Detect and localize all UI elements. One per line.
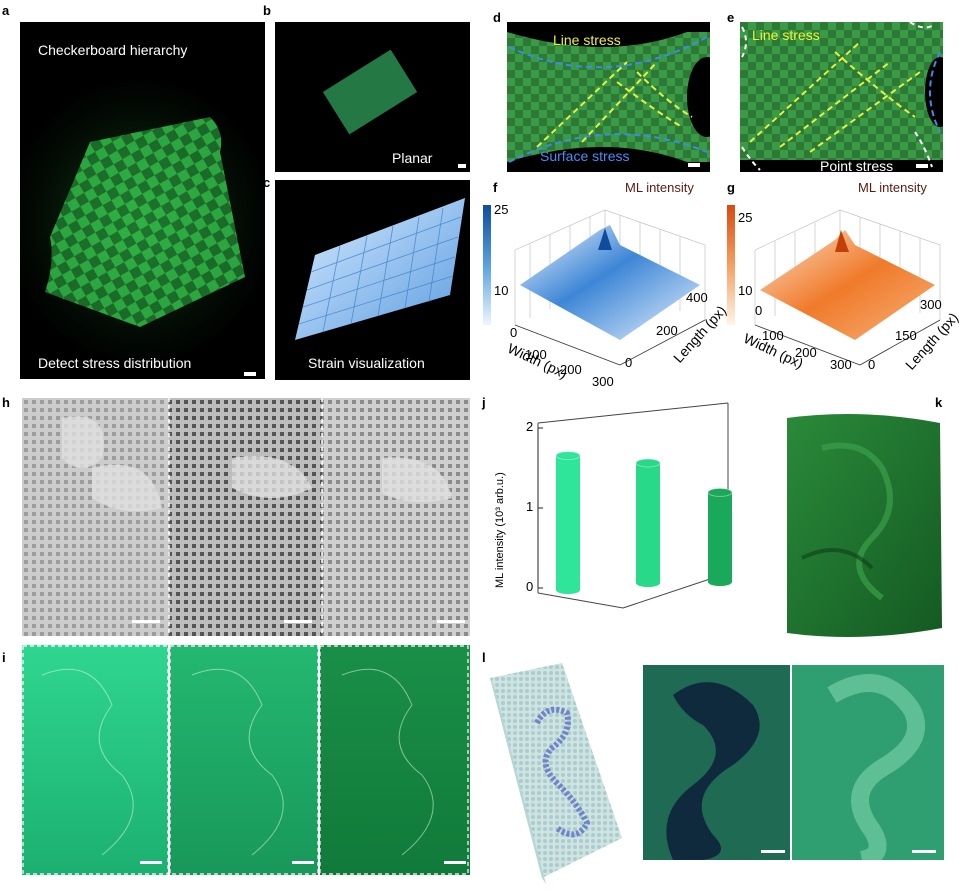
panel-g-colorbar [727, 205, 735, 325]
panel-l-3d-model [490, 663, 622, 884]
panel-l-label: l [482, 650, 486, 665]
panel-k-label: k [935, 395, 943, 410]
panel-g-y-tick-2: 300 [920, 297, 942, 312]
panel-j-chart: 0 1 2 ML intensity (10³ arb.u.) [494, 402, 733, 609]
panel-j-y-axis-label: ML intensity (10³ arb.u.) [494, 472, 506, 588]
panel-e-stress-map [740, 22, 943, 172]
panel-j-bar-2 [635, 458, 661, 587]
panel-f-y-tick-1: 200 [656, 323, 678, 338]
panel-j-label: j [482, 395, 486, 410]
panel-g-label: g [727, 180, 735, 195]
panel-j-bar-1 [555, 451, 581, 594]
panel-g-colorbar-tick-high: 25 [738, 210, 753, 225]
panel-k-3d-relief [787, 414, 942, 637]
panel-k-image [782, 408, 944, 640]
panel-j-y-tick-0: 0 [526, 579, 533, 594]
panel-i-luminescence-images [22, 645, 470, 875]
panel-i-label: i [2, 650, 6, 665]
panel-l-photo-dark [643, 665, 790, 860]
panel-d-label: d [493, 10, 501, 25]
panel-i-image [22, 645, 470, 875]
panel-j-y-tick-1: 1 [526, 499, 533, 514]
panel-a-top-caption: Checkerboard hierarchy [38, 42, 188, 58]
panel-c-strain-surface [295, 198, 465, 340]
panel-f-x-tick-0: 0 [510, 325, 518, 340]
panel-b-scale-bar [458, 164, 466, 168]
panel-l-photo-light [792, 665, 944, 860]
panel-a-image [20, 22, 265, 379]
panel-b-image [275, 22, 470, 172]
panel-h-sem-micrographs [22, 398, 470, 636]
panel-f-surface-plot [514, 209, 706, 366]
panel-f-colorbar [483, 205, 491, 325]
panel-f-x-tick-1: 100 [525, 347, 547, 362]
panel-a-scale-bar [244, 372, 256, 376]
panel-c-image [275, 180, 470, 380]
panel-h-image [22, 398, 470, 636]
panel-j-bar-3 [707, 487, 733, 586]
panel-j-y-tick-2: 2 [526, 419, 533, 434]
panel-e-label: e [727, 10, 735, 25]
panel-a-bottom-caption: Detect stress distribution [38, 355, 192, 371]
panel-d-stress-map [507, 32, 710, 163]
panel-e-image [740, 22, 943, 172]
panel-g-x-tick-1: 100 [762, 328, 784, 343]
panel-g-x-tick-2: 200 [795, 345, 817, 360]
panel-b-sample [322, 49, 418, 135]
panel-d-surface-stress-label: Surface stress [540, 148, 630, 164]
panel-d-image [507, 22, 710, 172]
panel-b-caption: Planar [392, 150, 433, 166]
panel-f-label: f [493, 180, 498, 195]
panel-c-label: c [263, 175, 271, 190]
panel-g-x-tick-0: 0 [755, 303, 763, 318]
panel-e-line-stress-label: Line stress [752, 27, 820, 43]
panel-g-y-tick-1: 150 [895, 328, 917, 343]
panel-h-label: h [2, 395, 10, 410]
panel-g-surface-plot [754, 209, 941, 366]
panel-f-y-tick-2: 400 [686, 290, 708, 305]
panel-f-x-tick-3: 300 [592, 374, 614, 389]
panel-f-colorbar-tick-high: 25 [494, 202, 509, 217]
panel-g-title: ML intensity [858, 180, 927, 195]
panel-c-caption: Strain visualization [308, 355, 425, 371]
panel-a-sample [20, 82, 265, 362]
panel-f-title: ML intensity [625, 180, 694, 195]
panel-e-scale-bar [916, 164, 928, 168]
panel-g-colorbar-tick-low: 10 [738, 283, 753, 298]
panel-f-x-tick-2: 200 [560, 362, 582, 377]
panel-f-y-tick-0: 0 [625, 355, 633, 370]
panel-d-scale-bar [688, 163, 700, 167]
panel-b-label: b [263, 3, 271, 18]
panel-f-colorbar-tick-low: 10 [494, 283, 509, 298]
panel-a-label: a [2, 3, 10, 18]
panel-d-line-stress-label: Line stress [553, 32, 621, 48]
panel-e-point-stress-label: Point stress [820, 158, 894, 174]
panel-g-x-tick-3: 300 [830, 357, 852, 372]
panel-g-y-tick-0: 0 [868, 357, 876, 372]
